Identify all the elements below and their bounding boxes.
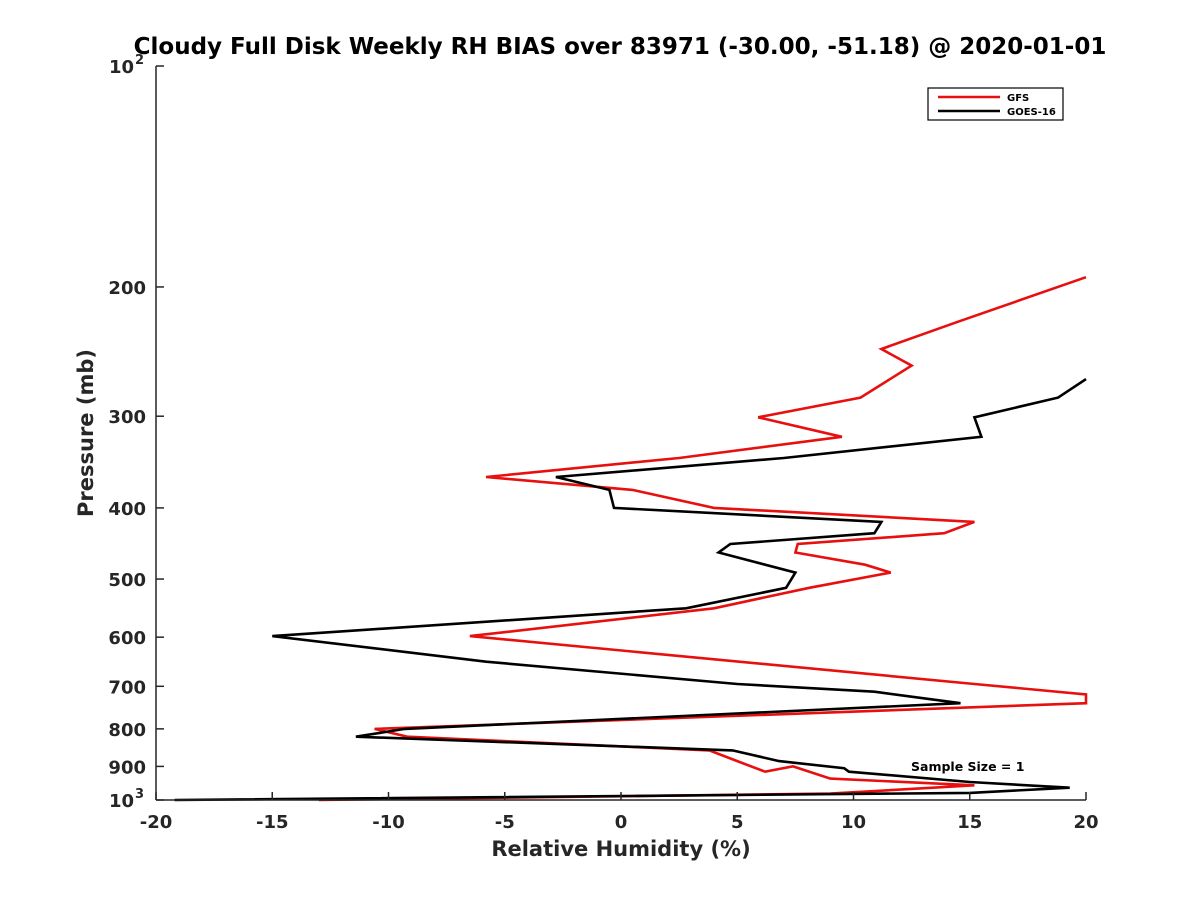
x-tick-label: 20 (1073, 812, 1098, 833)
y-tick-label: 400 (108, 499, 146, 520)
x-tick-label: 5 (731, 812, 744, 833)
y-tick-label-base: 500 (108, 570, 146, 591)
y-tick-label: 700 (108, 677, 146, 698)
y-tick-label: 10 2 (109, 53, 144, 78)
x-tick-label: -20 (140, 812, 173, 833)
plot-lines (174, 275, 1088, 802)
x-tick-label: 0 (615, 812, 628, 833)
y-tick-label: 200 (108, 278, 146, 299)
legend-box (927, 87, 1064, 121)
y-tick-label-base: 10 (109, 791, 134, 812)
x-tick-label: -10 (372, 812, 405, 833)
y-tick-label-base: 400 (108, 499, 146, 520)
y-tick-label: 300 (108, 407, 146, 428)
x-tick-label: -15 (256, 812, 289, 833)
y-tick-label-base: 700 (108, 677, 146, 698)
y-tick-label-base: 200 (108, 278, 146, 299)
y-tick-label: 500 (108, 570, 146, 591)
series-line-goes-16 (174, 378, 1087, 802)
y-tick-label-base: 800 (108, 720, 146, 741)
y-tick-label-exponent: 2 (135, 53, 144, 68)
y-tick-label-base: 900 (108, 757, 146, 778)
legend: GFS GOES-16 (927, 87, 1064, 121)
y-tick-label: 10 3 (109, 787, 144, 812)
legend-label-gfs: GFS (1007, 93, 1029, 104)
x-axis-label: Relative Humidity (%) (491, 837, 750, 861)
y-tick-label-base: 300 (108, 407, 146, 428)
series-line-gfs (318, 275, 1088, 802)
y-tick-label: 900 (108, 757, 146, 778)
y-axis-label: Pressure (mb) (74, 349, 98, 517)
legend-label-goes16: GOES-16 (1007, 107, 1056, 118)
x-axis-ticks: -20 -15 -10 -5 0 5 10 15 20 (140, 792, 1099, 833)
y-tick-label: 800 (108, 720, 146, 741)
sample-size-annotation: Sample Size = 1 (911, 759, 1024, 774)
x-tick-label: 10 (841, 812, 866, 833)
y-tick-label-exponent: 3 (135, 787, 144, 802)
y-tick-label-base: 600 (108, 628, 146, 649)
chart-title: Cloudy Full Disk Weekly RH BIAS over 839… (134, 34, 1107, 60)
y-tick-label: 600 (108, 628, 146, 649)
x-tick-label: -5 (495, 812, 515, 833)
x-tick-label: 15 (957, 812, 982, 833)
y-tick-label-base: 10 (109, 57, 134, 78)
